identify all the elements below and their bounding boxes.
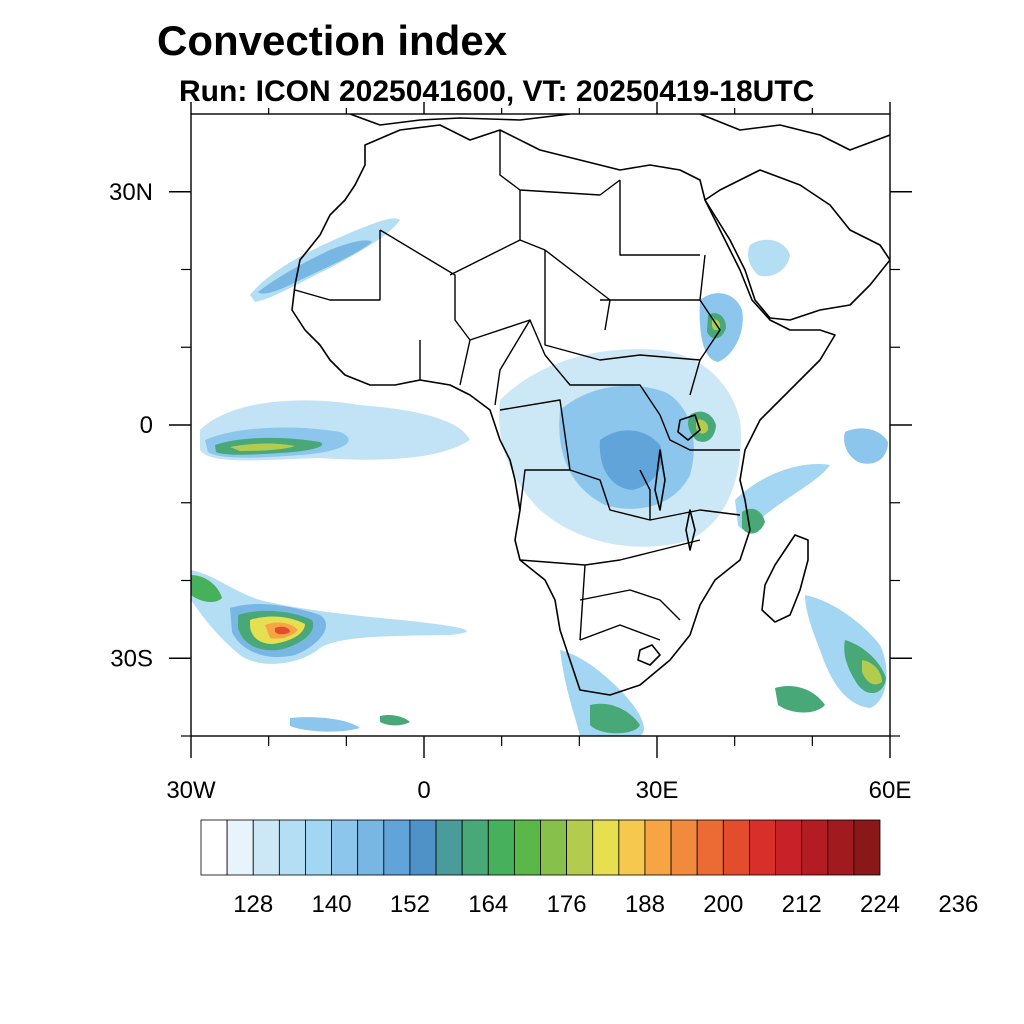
plot-subtitle: Run: ICON 2025041600, VT: 20250419-18UTC — [179, 75, 814, 108]
colorbar-swatch — [644, 819, 672, 876]
turkey-coastline — [699, 114, 890, 151]
x-tick-label: 30E — [636, 777, 679, 804]
colorbar-swatch — [305, 819, 332, 876]
y-tick-label: 30S — [110, 645, 153, 672]
map-area — [191, 114, 890, 736]
colorbar-swatch — [200, 819, 228, 876]
europe-coastline — [349, 114, 571, 126]
coastlines-and-borders — [291, 114, 890, 696]
colorbar-swatch — [278, 819, 306, 876]
colorbar-swatch — [513, 819, 541, 876]
colorbar-label: 128 — [233, 891, 273, 918]
colorbar-swatch — [540, 819, 568, 876]
field-sw-indian-ocean-lime — [862, 660, 882, 685]
x-tick-label: 60E — [869, 777, 912, 804]
field-indian-ocean-north — [844, 428, 888, 464]
colorbar — [200, 819, 881, 876]
country-borders — [294, 130, 741, 641]
lesotho-border — [637, 644, 661, 666]
colorbar-swatch — [331, 819, 359, 876]
field-sahara-band-core — [258, 240, 372, 294]
field-south-strip — [290, 717, 360, 732]
field-south-atlantic-red — [275, 626, 290, 635]
axis-ticks — [169, 102, 912, 758]
colorbar-label: 152 — [390, 891, 430, 918]
colorbar-label: 188 — [625, 891, 665, 918]
plot-title: Convection index — [157, 17, 508, 64]
colorbar-swatch — [592, 819, 620, 876]
colorbar-swatch — [226, 819, 254, 876]
colorbar-swatch — [435, 819, 463, 876]
colorbar-swatch — [461, 819, 489, 876]
colorbar-swatch — [670, 819, 698, 876]
field-south-atlantic-west — [191, 575, 222, 602]
lake-tanganyika-outline — [654, 449, 666, 511]
field-central-africa-deep — [599, 430, 663, 490]
africa-coastline — [291, 124, 836, 696]
axis-labels: 30W 0 30E 60E 30N 0 30S — [109, 179, 911, 804]
colorbar-label: 164 — [468, 891, 508, 918]
field-atlantic-itcz-lime — [230, 443, 295, 451]
colorbar-swatch — [383, 819, 411, 876]
colorbar-labels: 128 140 152 164 176 188 200 212 224 236 — [233, 891, 978, 918]
colorbar-swatch — [409, 819, 437, 876]
colorbar-swatch — [357, 819, 385, 876]
colorbar-swatch — [618, 819, 646, 876]
colorbar-swatch — [696, 819, 724, 876]
colorbar-swatch — [487, 819, 515, 876]
colorbar-swatch — [749, 819, 776, 876]
y-tick-label: 30N — [109, 179, 153, 206]
colorbar-label: 224 — [860, 891, 900, 918]
colorbar-label: 140 — [312, 891, 352, 918]
lake-victoria-outline — [677, 414, 701, 441]
madagascar-coastline — [761, 534, 809, 623]
colorbar-label: 200 — [703, 891, 743, 918]
field-south-strip-green — [380, 714, 410, 726]
lake-malawi-outline — [685, 509, 696, 551]
y-tick-label: 0 — [140, 412, 153, 439]
colorbar-swatch — [801, 819, 829, 876]
colorbar-swatch — [775, 819, 803, 876]
colorbar-swatch — [722, 819, 750, 876]
field-cape-green — [590, 703, 640, 734]
colorbar-swatch — [566, 819, 594, 876]
x-tick-label: 30W — [166, 777, 216, 804]
field-south-indian-green — [775, 685, 825, 713]
arabia-coastline — [704, 169, 890, 321]
colorbar-label: 236 — [938, 891, 978, 918]
x-tick-label: 0 — [417, 777, 430, 804]
colorbar-label: 176 — [547, 891, 587, 918]
convection-fields — [191, 218, 888, 736]
colorbar-swatch — [853, 819, 881, 876]
colorbar-swatch — [252, 819, 280, 876]
colorbar-swatch — [827, 819, 855, 876]
colorbar-label: 212 — [782, 891, 822, 918]
field-arabia — [748, 239, 790, 277]
